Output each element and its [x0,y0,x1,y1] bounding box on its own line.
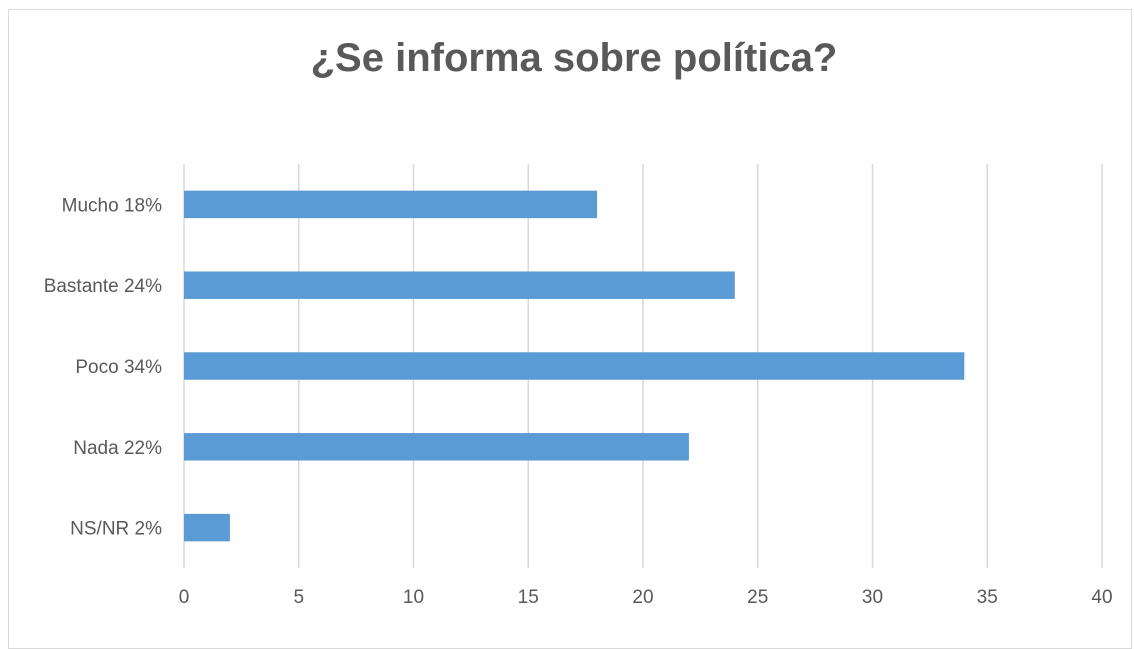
bar [184,190,598,219]
x-tick-label: 10 [403,587,424,608]
x-tick-label: 25 [747,587,768,608]
bar [184,352,965,380]
category-label: Nada 22% [73,438,162,459]
x-tick-label: 40 [1091,587,1112,608]
chart-title: ¿Se informa sobre política? [310,36,838,80]
bars [184,190,965,542]
category-labels: Mucho 18% Bastante 24% Poco 34% Nada 22% NS/… [44,195,162,539]
x-tick-label: 30 [862,587,883,608]
bar [184,433,689,461]
bar-chart: Mucho 18% Bastante 24% Poco 34% Nada 22% NS/… [44,164,1113,608]
x-tick-label: 5 [293,587,304,608]
category-label: Mucho 18% [62,195,162,216]
bar [184,513,230,542]
x-tick-labels: 0 5 10 15 20 25 30 35 40 [179,587,1113,608]
x-tick-label: 15 [518,587,539,608]
category-label: NS/NR 2% [70,519,162,540]
x-tick-label: 35 [977,587,998,608]
x-tick-label: 20 [632,587,653,608]
category-label: Poco 34% [75,357,162,378]
category-label: Bastante 24% [44,276,162,297]
x-tick-label: 0 [179,587,190,608]
chart-frame [8,9,1132,649]
bar [184,271,735,299]
